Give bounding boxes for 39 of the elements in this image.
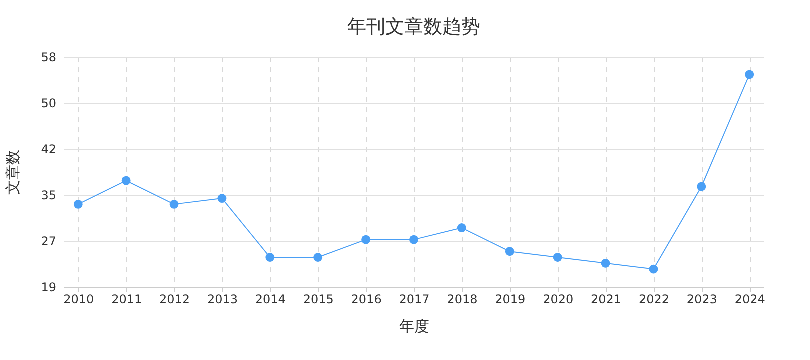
y-tick-label: 19 — [41, 280, 56, 294]
y-tick-label: 50 — [41, 96, 56, 110]
y-tick-label: 35 — [41, 188, 56, 202]
x-tick-label: 2010 — [64, 292, 94, 306]
x-tick-label: 2023 — [686, 292, 718, 306]
x-tick-label: 2021 — [591, 292, 622, 306]
x-tick-label: 2018 — [447, 292, 478, 306]
x-tick-label: 2024 — [734, 292, 766, 306]
x-tick-label: 2020 — [543, 292, 574, 306]
point — [697, 182, 706, 192]
point — [601, 258, 610, 268]
point — [122, 176, 131, 186]
x-tick-label: 2013 — [207, 292, 238, 306]
y-axis-title: 文章数 — [4, 150, 22, 195]
x-tick-label: 2011 — [112, 292, 142, 306]
point — [649, 264, 658, 274]
x-tick-label: 2016 — [351, 292, 382, 306]
x-tick-label: 2014 — [255, 292, 286, 306]
point — [505, 247, 514, 256]
point — [745, 70, 754, 80]
point — [170, 200, 179, 209]
y-tick-label: 27 — [41, 234, 56, 248]
x-tick-label: 2022 — [638, 292, 670, 306]
point — [266, 253, 275, 262]
chart-title: 年刊文章数趋势 — [348, 16, 480, 38]
x-tick-label: 2015 — [303, 292, 334, 306]
x-axis-title: 年度 — [400, 318, 430, 336]
point — [314, 253, 323, 262]
x-tick-label: 2019 — [495, 292, 526, 306]
point — [410, 235, 418, 244]
y-tick-label: 42 — [41, 142, 56, 156]
point — [74, 200, 83, 209]
y-tick-label: 58 — [41, 50, 56, 64]
point — [553, 253, 562, 262]
point — [457, 224, 466, 232]
x-tick-label: 2012 — [160, 292, 190, 306]
x-tick-label: 2017 — [399, 292, 430, 306]
point — [362, 235, 371, 244]
point — [218, 194, 227, 203]
